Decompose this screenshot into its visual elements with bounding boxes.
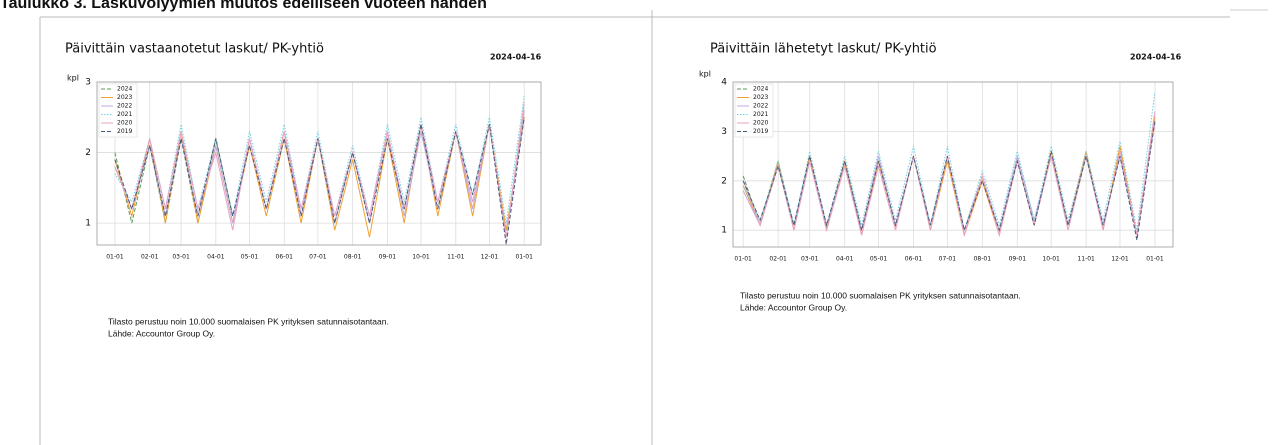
series-line — [114, 117, 525, 238]
plot-frame — [732, 81, 1174, 248]
y-tick-label: 3 — [721, 127, 727, 137]
footnote: Tilasto perustuu noin 10.000 suomalaisen… — [740, 290, 1021, 300]
y-tick-label: 2 — [85, 148, 91, 158]
legend-label: 2022 — [753, 103, 768, 110]
series-line — [114, 110, 525, 238]
series-line — [742, 121, 1156, 241]
x-tick-label: 01-01 — [734, 256, 752, 263]
legend-label: 2021 — [753, 111, 768, 118]
series-line — [742, 91, 1156, 231]
series-line — [114, 138, 234, 224]
series-line — [114, 96, 525, 224]
chart-title: Päivittäin lähetetyt laskut/ PK-yhtiö — [710, 42, 937, 57]
x-tick-label: 11-01 — [1077, 256, 1095, 263]
x-tick-label: 01-01 — [106, 254, 124, 261]
legend-box — [734, 83, 774, 138]
y-tick-label: 1 — [85, 219, 91, 229]
chart-title: Päivittäin vastaanotetut laskut/ PK-yhti… — [65, 42, 324, 57]
legend-label: 2020 — [117, 120, 132, 127]
y-axis-label: kpl — [67, 74, 79, 83]
x-tick-label: 09-01 — [379, 254, 397, 261]
y-tick-label: 2 — [721, 176, 727, 186]
footnote: Lähde: Accountor Group Oy. — [108, 328, 215, 338]
series-line — [742, 116, 1156, 237]
series-line — [114, 103, 525, 238]
x-tick-label: 07-01 — [309, 254, 327, 261]
legend-label: 2021 — [117, 111, 132, 118]
legend-label: 2020 — [753, 120, 768, 127]
series-line — [114, 117, 525, 245]
x-tick-label: 04-01 — [207, 254, 225, 261]
page-title: Taulukko 3. Laskuvolyymien muutos edelli… — [0, 0, 487, 12]
legend-label: 2023 — [753, 94, 768, 101]
x-tick-label: 02-01 — [769, 256, 787, 263]
y-tick-label: 4 — [721, 78, 727, 88]
legend-label: 2023 — [117, 94, 132, 101]
x-tick-label: 10-01 — [412, 254, 430, 261]
x-tick-label: 05-01 — [870, 256, 888, 263]
chart-date: 2024-04-16 — [1130, 53, 1182, 62]
x-tick-label: 11-01 — [447, 254, 465, 261]
x-tick-label: 06-01 — [905, 256, 923, 263]
x-tick-label: 03-01 — [801, 256, 819, 263]
x-tick-label: 09-01 — [1009, 256, 1027, 263]
x-tick-label: 03-01 — [172, 254, 190, 261]
x-tick-label: 05-01 — [241, 254, 259, 261]
y-tick-label: 1 — [721, 226, 727, 236]
x-tick-label: 06-01 — [276, 254, 294, 261]
x-tick-label: 02-01 — [141, 254, 159, 261]
legend-label: 2024 — [117, 86, 132, 93]
x-tick-label: 07-01 — [939, 256, 957, 263]
chart-date: 2024-04-16 — [490, 53, 542, 62]
x-tick-label: 04-01 — [836, 256, 854, 263]
x-tick-label: 10-01 — [1042, 256, 1060, 263]
legend-box — [98, 83, 138, 138]
legend-label: 2019 — [753, 128, 768, 135]
x-tick-label: 01-01 — [1146, 256, 1164, 263]
y-tick-label: 3 — [85, 78, 91, 88]
x-tick-label: 01-01 — [515, 254, 533, 261]
x-tick-label: 08-01 — [974, 256, 992, 263]
footnote: Lähde: Accountor Group Oy. — [740, 302, 847, 312]
x-tick-label: 08-01 — [344, 254, 362, 261]
plot-frame — [96, 81, 542, 246]
legend-label: 2022 — [117, 103, 132, 110]
legend-label: 2024 — [753, 86, 768, 93]
x-tick-label: 12-01 — [1111, 256, 1129, 263]
y-axis-label: kpl — [699, 70, 711, 79]
x-tick-label: 12-01 — [481, 254, 499, 261]
legend-label: 2019 — [117, 128, 132, 135]
footnote: Tilasto perustuu noin 10.000 suomalaisen… — [108, 316, 389, 326]
